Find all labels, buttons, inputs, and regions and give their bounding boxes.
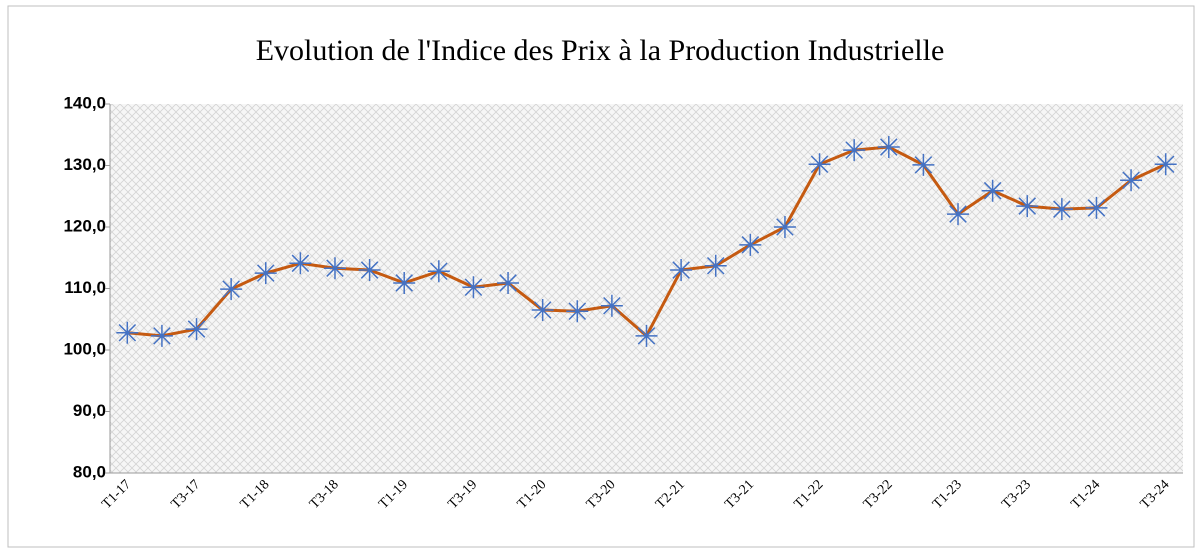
data-point bbox=[497, 271, 520, 294]
data-point bbox=[358, 259, 381, 282]
data-point bbox=[981, 179, 1004, 202]
data-point bbox=[843, 139, 866, 162]
y-tick-label: 90,0 bbox=[73, 401, 106, 420]
data-point bbox=[912, 153, 935, 176]
data-point bbox=[462, 276, 485, 299]
y-tick-label: 100,0 bbox=[63, 339, 106, 358]
data-point bbox=[600, 294, 623, 317]
chart-title: Evolution de l'Indice des Prix à la Prod… bbox=[256, 34, 945, 67]
plot-area bbox=[110, 104, 1183, 473]
data-point bbox=[1016, 195, 1039, 218]
data-point bbox=[670, 259, 693, 282]
data-point bbox=[773, 216, 796, 238]
data-point bbox=[1050, 198, 1073, 221]
data-point bbox=[704, 254, 727, 277]
data-point bbox=[150, 324, 173, 347]
data-point bbox=[877, 136, 900, 159]
data-point bbox=[808, 153, 831, 176]
data-point bbox=[1085, 196, 1108, 219]
data-point bbox=[185, 318, 208, 341]
data-point bbox=[254, 262, 277, 285]
data-point bbox=[393, 271, 416, 294]
y-tick-label: 120,0 bbox=[63, 216, 106, 235]
data-point bbox=[116, 321, 139, 344]
data-point bbox=[947, 203, 970, 226]
y-tick-label: 130,0 bbox=[63, 155, 106, 174]
data-point bbox=[220, 278, 243, 301]
y-tick-label: 110,0 bbox=[64, 278, 106, 297]
data-point bbox=[427, 260, 450, 283]
data-point bbox=[289, 252, 312, 275]
data-point bbox=[566, 300, 589, 323]
data-point bbox=[635, 324, 658, 347]
data-point bbox=[739, 233, 762, 256]
data-point bbox=[531, 299, 554, 322]
data-point bbox=[1120, 169, 1143, 192]
y-tick-label: 80,0 bbox=[73, 462, 106, 481]
data-point bbox=[1154, 153, 1177, 176]
y-tick-label: 140,0 bbox=[63, 93, 106, 112]
data-point bbox=[323, 257, 346, 280]
